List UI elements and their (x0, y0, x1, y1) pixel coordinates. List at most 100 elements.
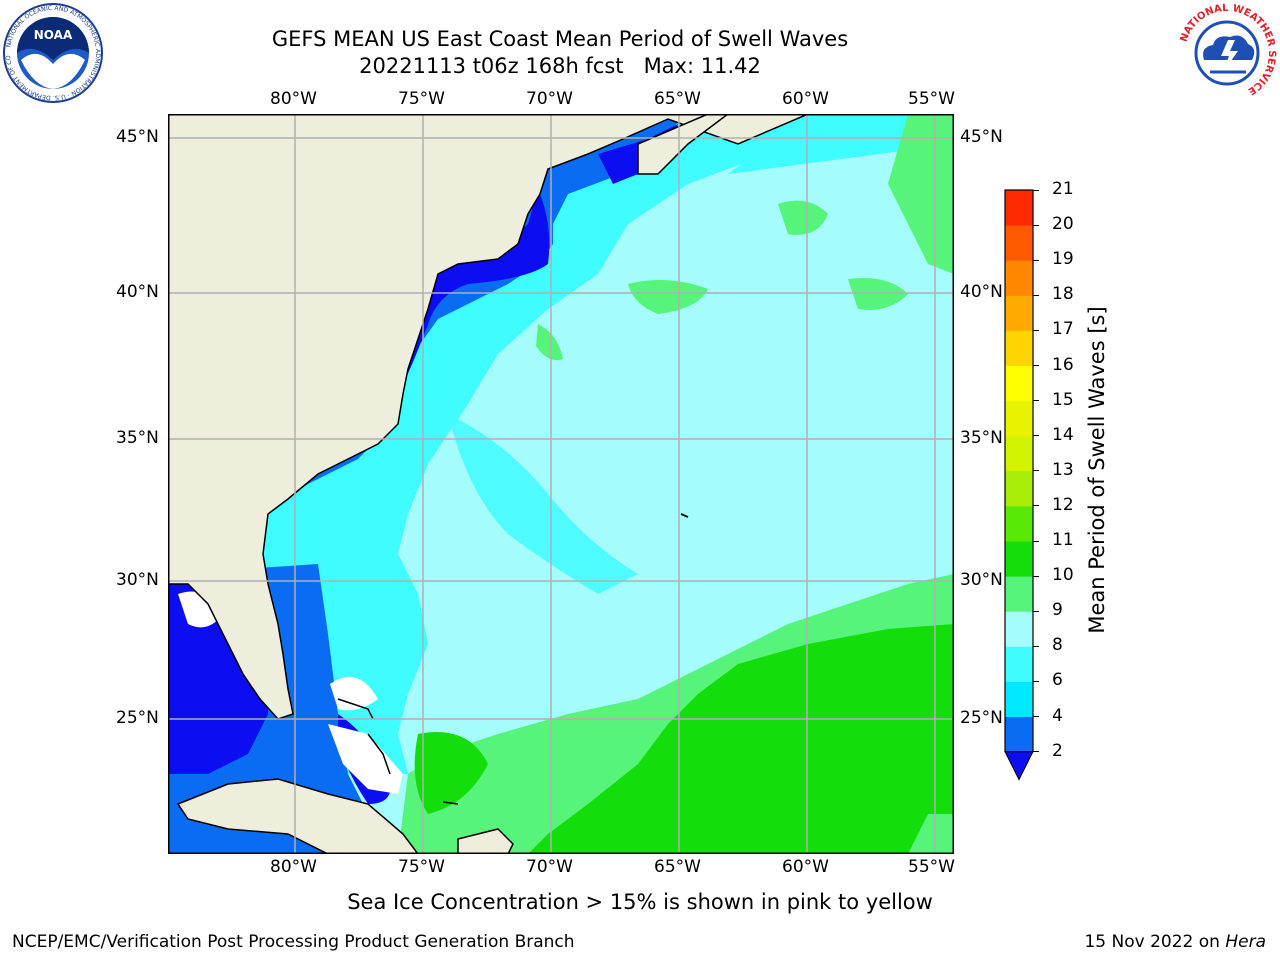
noaa-logo: NATIONAL OCEANIC AND ATMOSPHERIC ADMINIS… (2, 2, 103, 103)
nws-logo: NATIONAL WEATHER SERVICE (1178, 3, 1277, 102)
colorbar-tick-mark (1033, 680, 1039, 682)
colorbar-title: Mean Period of Swell Waves [s] (1085, 306, 1109, 634)
colorbar-segment (1005, 716, 1033, 753)
lon-label-top: 75°W (398, 89, 445, 109)
colorbar-tick-label: 13 (1052, 459, 1074, 480)
land-nova-scotia (637, 114, 730, 175)
land-turks (442, 801, 459, 805)
colorbar-tick-label: 10 (1052, 565, 1074, 586)
colorbar-tick-label: 9 (1052, 600, 1063, 621)
colorbar-segment (1005, 260, 1033, 296)
colorbar-tick-mark (1033, 540, 1039, 542)
colorbar-segment (1005, 225, 1033, 261)
green-ne-zone (888, 114, 954, 274)
colorbar-segment (1005, 470, 1033, 507)
footer-date: 15 Nov 2022 on Hera (1084, 932, 1266, 952)
colorbar-segment (1005, 400, 1033, 437)
darkgreen-core (528, 624, 954, 854)
colorbar-tick-label: 2 (1052, 740, 1063, 761)
gridlines (168, 114, 954, 854)
swell-period-map (168, 114, 954, 854)
colorbar-tick-mark (1033, 645, 1039, 647)
colorbar-tick-mark (1033, 610, 1039, 612)
land-hispaniola (457, 828, 514, 854)
sea-ice-note: Sea Ice Concentration > 15% is shown in … (347, 890, 933, 914)
colorbar-tick-label: 16 (1052, 354, 1074, 375)
land-bahamas-1 (337, 698, 374, 720)
colorbar-segment (1005, 541, 1033, 577)
chart-subtitle: 20221113 t06z 168h fcst Max: 11.42 (359, 54, 761, 78)
colorbar-tick-label: 17 (1052, 319, 1074, 340)
land-bermuda (680, 513, 689, 518)
colorbar-tick-label: 20 (1052, 214, 1074, 235)
land-cuba (176, 778, 419, 854)
colorbar-tick-mark (1033, 716, 1039, 717)
land-north-america (168, 114, 809, 720)
colorbar-under-triangle (1004, 751, 1034, 781)
colorbar-segment (1005, 435, 1033, 472)
lon-label-bottom: 70°W (526, 857, 573, 877)
lat-label-left: 25°N (116, 708, 159, 728)
darkgreen-west-patch (414, 732, 488, 814)
lon-label-top: 55°W (908, 89, 955, 109)
white-gap-2 (330, 676, 378, 711)
green-patch-1 (778, 200, 828, 235)
footer-host: Hera (1225, 932, 1266, 952)
lon-label-bottom: 80°W (270, 857, 317, 877)
colorbar-tick-mark (1033, 224, 1039, 226)
chart-title: GEFS MEAN US East Coast Mean Period of S… (271, 27, 849, 51)
colorbar-tick-mark (1033, 189, 1039, 191)
lat-label-left: 35°N (116, 428, 159, 448)
green-edge-east (908, 814, 954, 854)
colorbar-tick-label: 19 (1052, 249, 1074, 270)
lon-label-top: 60°W (782, 89, 829, 109)
colorbar-tick-label: 21 (1052, 179, 1074, 199)
colorbar-segment (1005, 681, 1033, 717)
colorbar-tick-mark (1033, 751, 1039, 753)
lon-label-top: 70°W (526, 89, 573, 109)
lon-label-bottom: 75°W (398, 857, 445, 877)
land-bahamas-2 (367, 733, 391, 775)
green-patch-3 (848, 278, 908, 310)
colorbar-segment (1005, 190, 1033, 226)
lat-label-right: 35°N (960, 428, 1003, 448)
colorbar-segment (1005, 365, 1033, 402)
cyan-patch-central (448, 414, 638, 594)
lon-label-top: 80°W (270, 89, 317, 109)
colorbar-tick-mark (1033, 259, 1039, 261)
colorbar-segment (1005, 295, 1033, 331)
lat-label-right: 30°N (960, 570, 1003, 590)
colorbar-tick-mark (1033, 365, 1039, 366)
lon-label-bottom: 65°W (654, 857, 701, 877)
colorbar (1004, 189, 1034, 781)
colorbar-tick-label: 4 (1052, 705, 1063, 726)
lat-label-left: 30°N (116, 570, 159, 590)
green-patch-2 (628, 280, 708, 314)
colorbar-segment (1005, 576, 1033, 612)
colorbar-tick-mark (1033, 435, 1039, 437)
colorbar-tick-label: 8 (1052, 635, 1063, 656)
white-gap-bahamas (328, 724, 403, 794)
lat-label-left: 45°N (116, 127, 159, 147)
colorbar-segment (1005, 611, 1033, 647)
colorbar-tick-mark (1033, 470, 1039, 472)
lon-label-bottom: 60°W (782, 857, 829, 877)
colorbar-tick-label: 14 (1052, 424, 1074, 445)
green-patch-4 (536, 324, 563, 361)
lat-label-right: 40°N (960, 282, 1003, 302)
colorbar-tick-mark (1033, 329, 1039, 331)
footer-credit: NCEP/EMC/Verification Post Processing Pr… (12, 932, 575, 952)
colorbar-tick-mark (1033, 505, 1039, 507)
lat-label-right: 25°N (960, 708, 1003, 728)
colorbar-tick-label: 18 (1052, 284, 1074, 305)
map-frame (168, 114, 954, 854)
colorbar-tick-mark (1033, 575, 1039, 577)
colorbar-segment (1005, 646, 1033, 682)
colorbar-tick-mark (1033, 294, 1039, 296)
colorbar-tick-label: 15 (1052, 389, 1074, 410)
cyan-north-strip (728, 114, 954, 174)
footer-date-text: 15 Nov 2022 on (1084, 932, 1226, 952)
colorbar-tick-label: 6 (1052, 670, 1063, 691)
colorbar-tick-label: 12 (1052, 494, 1074, 515)
colorbar-tick-label: 11 (1052, 530, 1074, 550)
